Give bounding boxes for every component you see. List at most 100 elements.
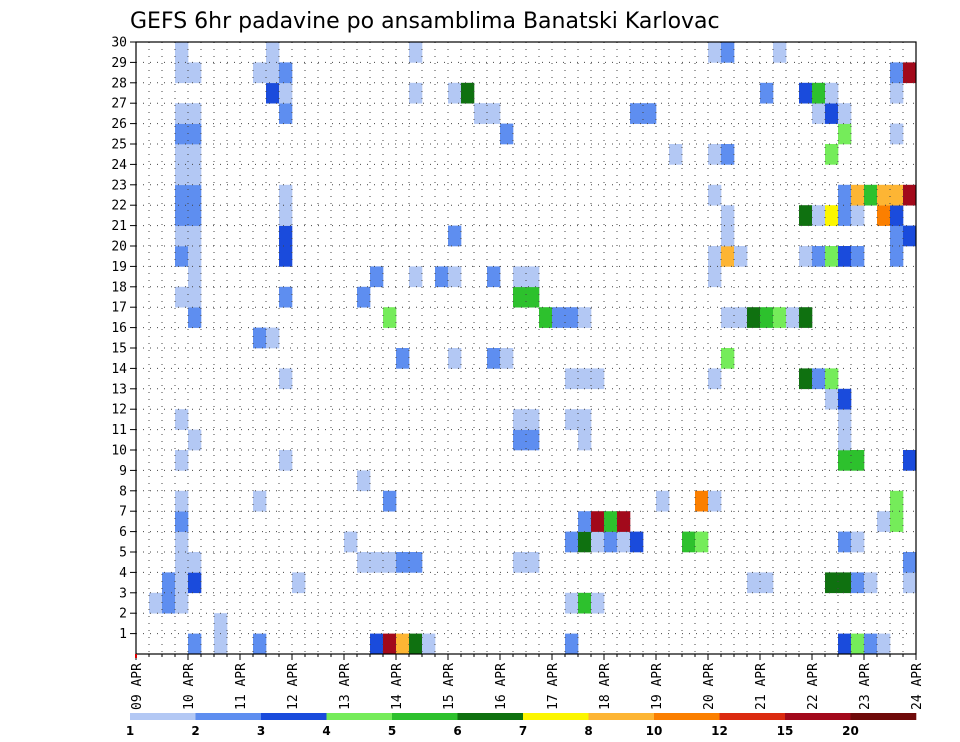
x-tick-label: 14 APR: [390, 663, 405, 710]
heatmap-cell: [591, 531, 605, 553]
heatmap-cell: [864, 572, 878, 594]
heatmap-cell: [890, 82, 904, 104]
heatmap-cell: [370, 552, 384, 573]
x-tick-label: 16 APR: [494, 663, 509, 710]
heatmap-cell: [188, 164, 202, 186]
y-tick-label: 5: [119, 546, 127, 561]
heatmap-cell: [565, 368, 579, 390]
heatmap-cell: [903, 225, 917, 247]
heatmap-cell: [175, 184, 189, 206]
heatmap-cell: [721, 144, 735, 165]
heatmap-cell: [552, 307, 566, 328]
heatmap-cell: [838, 388, 852, 410]
heatmap-cell: [188, 572, 202, 594]
heatmap-cell: [877, 205, 891, 226]
heatmap-cell: [643, 103, 657, 124]
heatmap-cell: [422, 633, 436, 655]
y-tick-label: 9: [119, 464, 127, 479]
heatmap-cell: [799, 82, 813, 104]
heatmap-cell: [877, 633, 891, 655]
heatmap-cell: [175, 592, 189, 614]
colorbar-label: 12: [711, 724, 728, 738]
heatmap-cell: [188, 307, 202, 328]
y-tick-label: 1: [119, 627, 127, 642]
heatmap-cell: [383, 633, 397, 655]
heatmap-cell: [409, 633, 423, 655]
y-tick-label: 19: [111, 260, 127, 275]
y-tick-label: 17: [111, 301, 127, 316]
heatmap-cell: [279, 286, 293, 308]
heatmap-cell: [214, 613, 228, 634]
heatmap-cell: [175, 42, 189, 63]
heatmap-cell: [266, 42, 280, 63]
colorbar-swatch: [654, 713, 720, 720]
y-tick-label: 24: [111, 158, 127, 173]
heatmap-cell: [487, 348, 501, 369]
heatmap-cell: [175, 286, 189, 308]
heatmap-cell: [604, 511, 618, 532]
heatmap-cell: [838, 429, 852, 451]
colorbar-legend: 1 2 3 4 5 6 7 8 10 12 15 20: [126, 713, 917, 738]
y-tick-label: 20: [111, 240, 127, 255]
y-tick-label: 26: [111, 117, 127, 132]
heatmap-cell: [175, 246, 189, 267]
heatmap-cell: [799, 246, 813, 267]
colorbar-label: 5: [388, 724, 396, 738]
y-tick-label: 8: [119, 484, 127, 499]
heatmap-cell: [708, 266, 722, 288]
heatmap-cell: [513, 286, 527, 308]
colorbar-swatch: [523, 713, 589, 720]
y-tick-label: 2: [119, 607, 127, 622]
x-tick-label: 20 APR: [702, 663, 717, 710]
heatmap-cell: [279, 205, 293, 226]
heatmap-cell: [851, 184, 865, 206]
colorbar-swatch: [326, 713, 393, 720]
heatmap-cell: [253, 633, 267, 655]
heatmap-cell: [175, 490, 189, 512]
heatmap-cell: [708, 490, 722, 512]
heatmap-cell: [760, 307, 774, 328]
y-tick-label: 15: [111, 342, 127, 357]
heatmap-cell: [578, 368, 592, 390]
heatmap-cell: [890, 225, 904, 247]
y-tick-label: 22: [111, 199, 127, 214]
heatmap-cell: [513, 409, 527, 430]
heatmap-cell: [175, 144, 189, 165]
heatmap-cell: [565, 307, 579, 328]
colorbar-swatch: [130, 713, 196, 720]
x-tick-label: 09 APR: [130, 663, 145, 710]
heatmap-cell: [838, 572, 852, 594]
heatmap-cell: [721, 205, 735, 226]
heatmap-cell: [487, 266, 501, 288]
colorbar-swatch: [457, 713, 524, 720]
heatmap-cell: [188, 246, 202, 267]
y-tick-label: 25: [111, 138, 127, 153]
heatmap-cell: [747, 572, 761, 594]
heatmap-cell: [435, 266, 449, 288]
y-axis: 1234567891011121314151617181920212223242…: [111, 36, 136, 642]
heatmap-cell: [188, 62, 202, 84]
heatmap-cell: [838, 123, 852, 145]
heatmap-cell: [734, 246, 748, 267]
heatmap-cell: [188, 552, 202, 573]
heatmap-cell: [188, 123, 202, 145]
heatmap-cell: [838, 205, 852, 226]
heatmap-cell: [838, 184, 852, 206]
heatmap-cell: [188, 184, 202, 206]
heatmap-cell: [851, 450, 865, 471]
heatmap-cell: [253, 327, 267, 349]
heatmap-cell: [279, 450, 293, 471]
y-tick-label: 12: [111, 403, 127, 418]
heatmap-cell: [448, 266, 462, 288]
heatmap-cell: [578, 531, 592, 553]
heatmap-cell: [279, 62, 293, 84]
x-tick-label: 23 APR: [858, 663, 873, 710]
heatmap-cell: [565, 531, 579, 553]
heatmap-cell: [461, 82, 475, 104]
heatmap-cell: [799, 307, 813, 328]
heatmap-cell: [162, 572, 176, 594]
heatmap-cell: [279, 368, 293, 390]
heatmap-cell: [851, 246, 865, 267]
heatmap-cell: [721, 42, 735, 63]
